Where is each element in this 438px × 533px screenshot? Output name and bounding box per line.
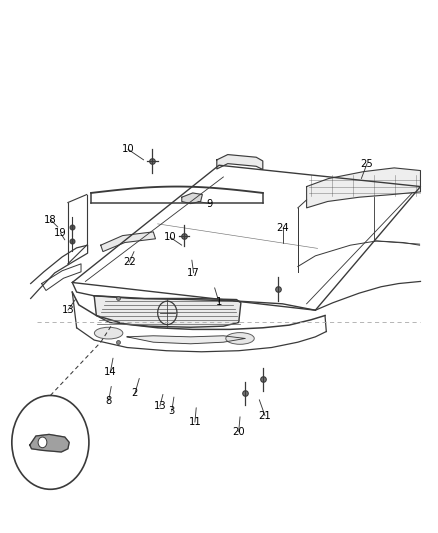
Text: 22: 22	[123, 257, 136, 267]
Ellipse shape	[94, 327, 123, 339]
Text: 25: 25	[360, 159, 374, 168]
Text: 17: 17	[187, 268, 200, 278]
Text: 20: 20	[233, 427, 245, 437]
Polygon shape	[217, 155, 263, 169]
Polygon shape	[101, 232, 155, 252]
Polygon shape	[94, 296, 241, 327]
Text: 2: 2	[132, 389, 138, 398]
Polygon shape	[30, 434, 69, 452]
Text: 10: 10	[164, 232, 176, 242]
Ellipse shape	[226, 333, 254, 344]
Polygon shape	[182, 193, 202, 204]
Polygon shape	[307, 168, 420, 208]
Circle shape	[12, 395, 89, 489]
Text: 11: 11	[188, 417, 201, 427]
Text: 21: 21	[258, 411, 272, 421]
Circle shape	[38, 437, 47, 448]
Text: 8: 8	[106, 396, 112, 406]
Text: 9: 9	[206, 199, 212, 208]
Text: 19: 19	[54, 228, 67, 238]
Text: 3: 3	[169, 407, 175, 416]
Text: 13: 13	[154, 401, 166, 411]
Text: 13: 13	[62, 305, 74, 315]
Text: 10: 10	[122, 144, 134, 154]
Text: 24: 24	[276, 223, 289, 233]
Text: 12: 12	[23, 468, 36, 478]
Text: 14: 14	[104, 367, 117, 377]
Text: 18: 18	[44, 215, 57, 224]
Polygon shape	[127, 336, 245, 344]
Text: 1: 1	[216, 297, 222, 307]
